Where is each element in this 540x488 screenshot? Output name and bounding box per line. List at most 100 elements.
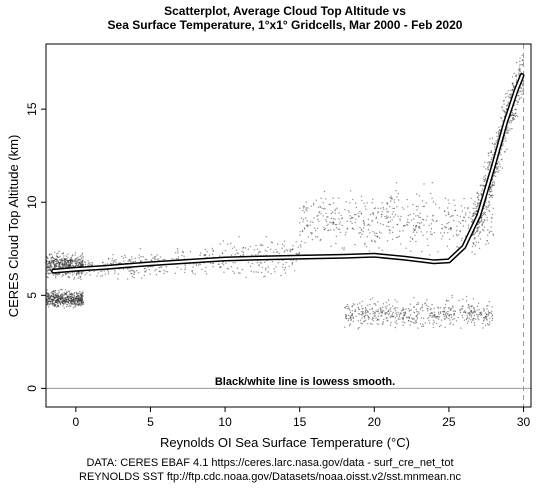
scatter-point (397, 215, 399, 217)
scatter-point (100, 275, 102, 277)
scatter-point (406, 221, 409, 223)
scatter-point (49, 253, 51, 255)
scatter-point (458, 299, 460, 302)
scatter-point (427, 310, 429, 312)
scatter-point (516, 103, 518, 106)
scatter-point (53, 294, 55, 296)
scatter-point (473, 322, 475, 324)
scatter-point (492, 207, 494, 210)
scatter-point (423, 205, 425, 208)
scatter-point (393, 216, 395, 218)
scatter-point (317, 206, 319, 208)
scatter-point (154, 256, 157, 258)
scatter-point (88, 270, 91, 273)
scatter-point (280, 274, 282, 277)
scatter-point (404, 311, 406, 313)
scatter-point (50, 298, 52, 301)
scatter-point (101, 274, 104, 277)
scatter-point (241, 268, 244, 271)
scatter-point (416, 209, 418, 211)
scatter-point (61, 288, 63, 291)
scatter-point (205, 273, 208, 275)
scatter-point (367, 218, 370, 221)
scatter-point (472, 312, 474, 314)
scatter-point (492, 184, 494, 186)
scatter-point (138, 254, 140, 256)
scatter-point (66, 292, 68, 294)
scatter-point (481, 212, 484, 215)
scatter-point (152, 265, 154, 268)
scatter-point (67, 290, 70, 292)
scatter-point (354, 213, 356, 216)
scatter-point (192, 266, 194, 268)
scatter-point (463, 216, 465, 219)
scatter-point (46, 289, 48, 291)
scatter-point (208, 254, 211, 256)
scatter-point (396, 322, 398, 325)
scatter-point (158, 266, 161, 269)
scatter-point (477, 199, 480, 201)
scatter-point (49, 296, 51, 298)
scatter-point (498, 161, 500, 163)
scatter-point (468, 312, 471, 314)
scatter-point (76, 262, 79, 264)
scatter-point (245, 276, 247, 279)
scatter-point (456, 225, 458, 227)
scatter-point (387, 221, 390, 224)
scatter-point (390, 200, 392, 202)
scatter-point (376, 310, 378, 313)
scatter-point (235, 249, 238, 251)
scatter-point (48, 269, 50, 271)
scatter-point (519, 97, 521, 99)
scatter-point (413, 306, 415, 308)
scatter-point (247, 261, 249, 264)
scatter-point (367, 323, 369, 325)
scatter-point (46, 264, 49, 266)
scatter-point (490, 226, 492, 228)
scatter-point (82, 257, 84, 259)
scatter-point (310, 233, 313, 235)
scatter-point (507, 131, 509, 133)
scatter-point (399, 219, 401, 221)
scatter-point (512, 117, 514, 120)
scatter-point (264, 249, 266, 252)
scatter-point (427, 244, 429, 247)
scatter-point (483, 317, 486, 319)
scatter-point (432, 214, 434, 217)
scatter-point (68, 305, 70, 308)
scatter-point (452, 305, 454, 307)
scatter-point (365, 208, 367, 210)
scatter-point (519, 57, 521, 59)
scatter-point (500, 148, 503, 150)
scatter-point (491, 310, 493, 312)
scatter-point (80, 299, 82, 302)
scatter-point (302, 205, 305, 207)
scatter-point (480, 311, 483, 313)
scatter-point (519, 65, 521, 67)
scatter-point (404, 314, 406, 317)
scatter-point (488, 232, 490, 234)
scatter-point (470, 316, 472, 318)
scatter-point (101, 270, 103, 272)
scatter-point (446, 300, 448, 302)
scatter-point (476, 207, 478, 209)
scatter-point (81, 263, 83, 265)
scatter-point (344, 326, 346, 328)
scatter-point (402, 308, 405, 311)
scatter-point (518, 95, 520, 97)
scatter-point (310, 205, 312, 207)
scatter-point (382, 321, 384, 323)
scatter-point (372, 312, 374, 314)
scatter-point (334, 209, 336, 212)
scatter-point (500, 116, 502, 119)
scatter-point (150, 254, 153, 256)
scatter-point (55, 277, 57, 279)
scatter-point (50, 267, 52, 269)
scatter-point (490, 188, 492, 190)
scatter-point (73, 306, 76, 308)
scatter-point (474, 237, 476, 239)
scatter-point (62, 265, 64, 267)
scatter-point (417, 301, 419, 304)
scatter-point (479, 231, 481, 233)
